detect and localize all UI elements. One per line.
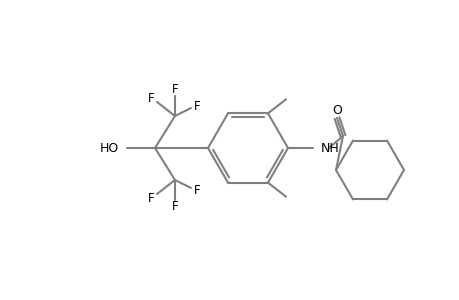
Text: F: F <box>193 184 200 196</box>
Text: F: F <box>171 200 178 214</box>
Text: F: F <box>171 82 178 95</box>
Text: NH: NH <box>320 142 339 154</box>
Text: O: O <box>331 103 341 116</box>
Text: HO: HO <box>100 142 119 154</box>
Text: F: F <box>147 191 154 205</box>
Text: F: F <box>147 92 154 104</box>
Text: F: F <box>193 100 200 112</box>
